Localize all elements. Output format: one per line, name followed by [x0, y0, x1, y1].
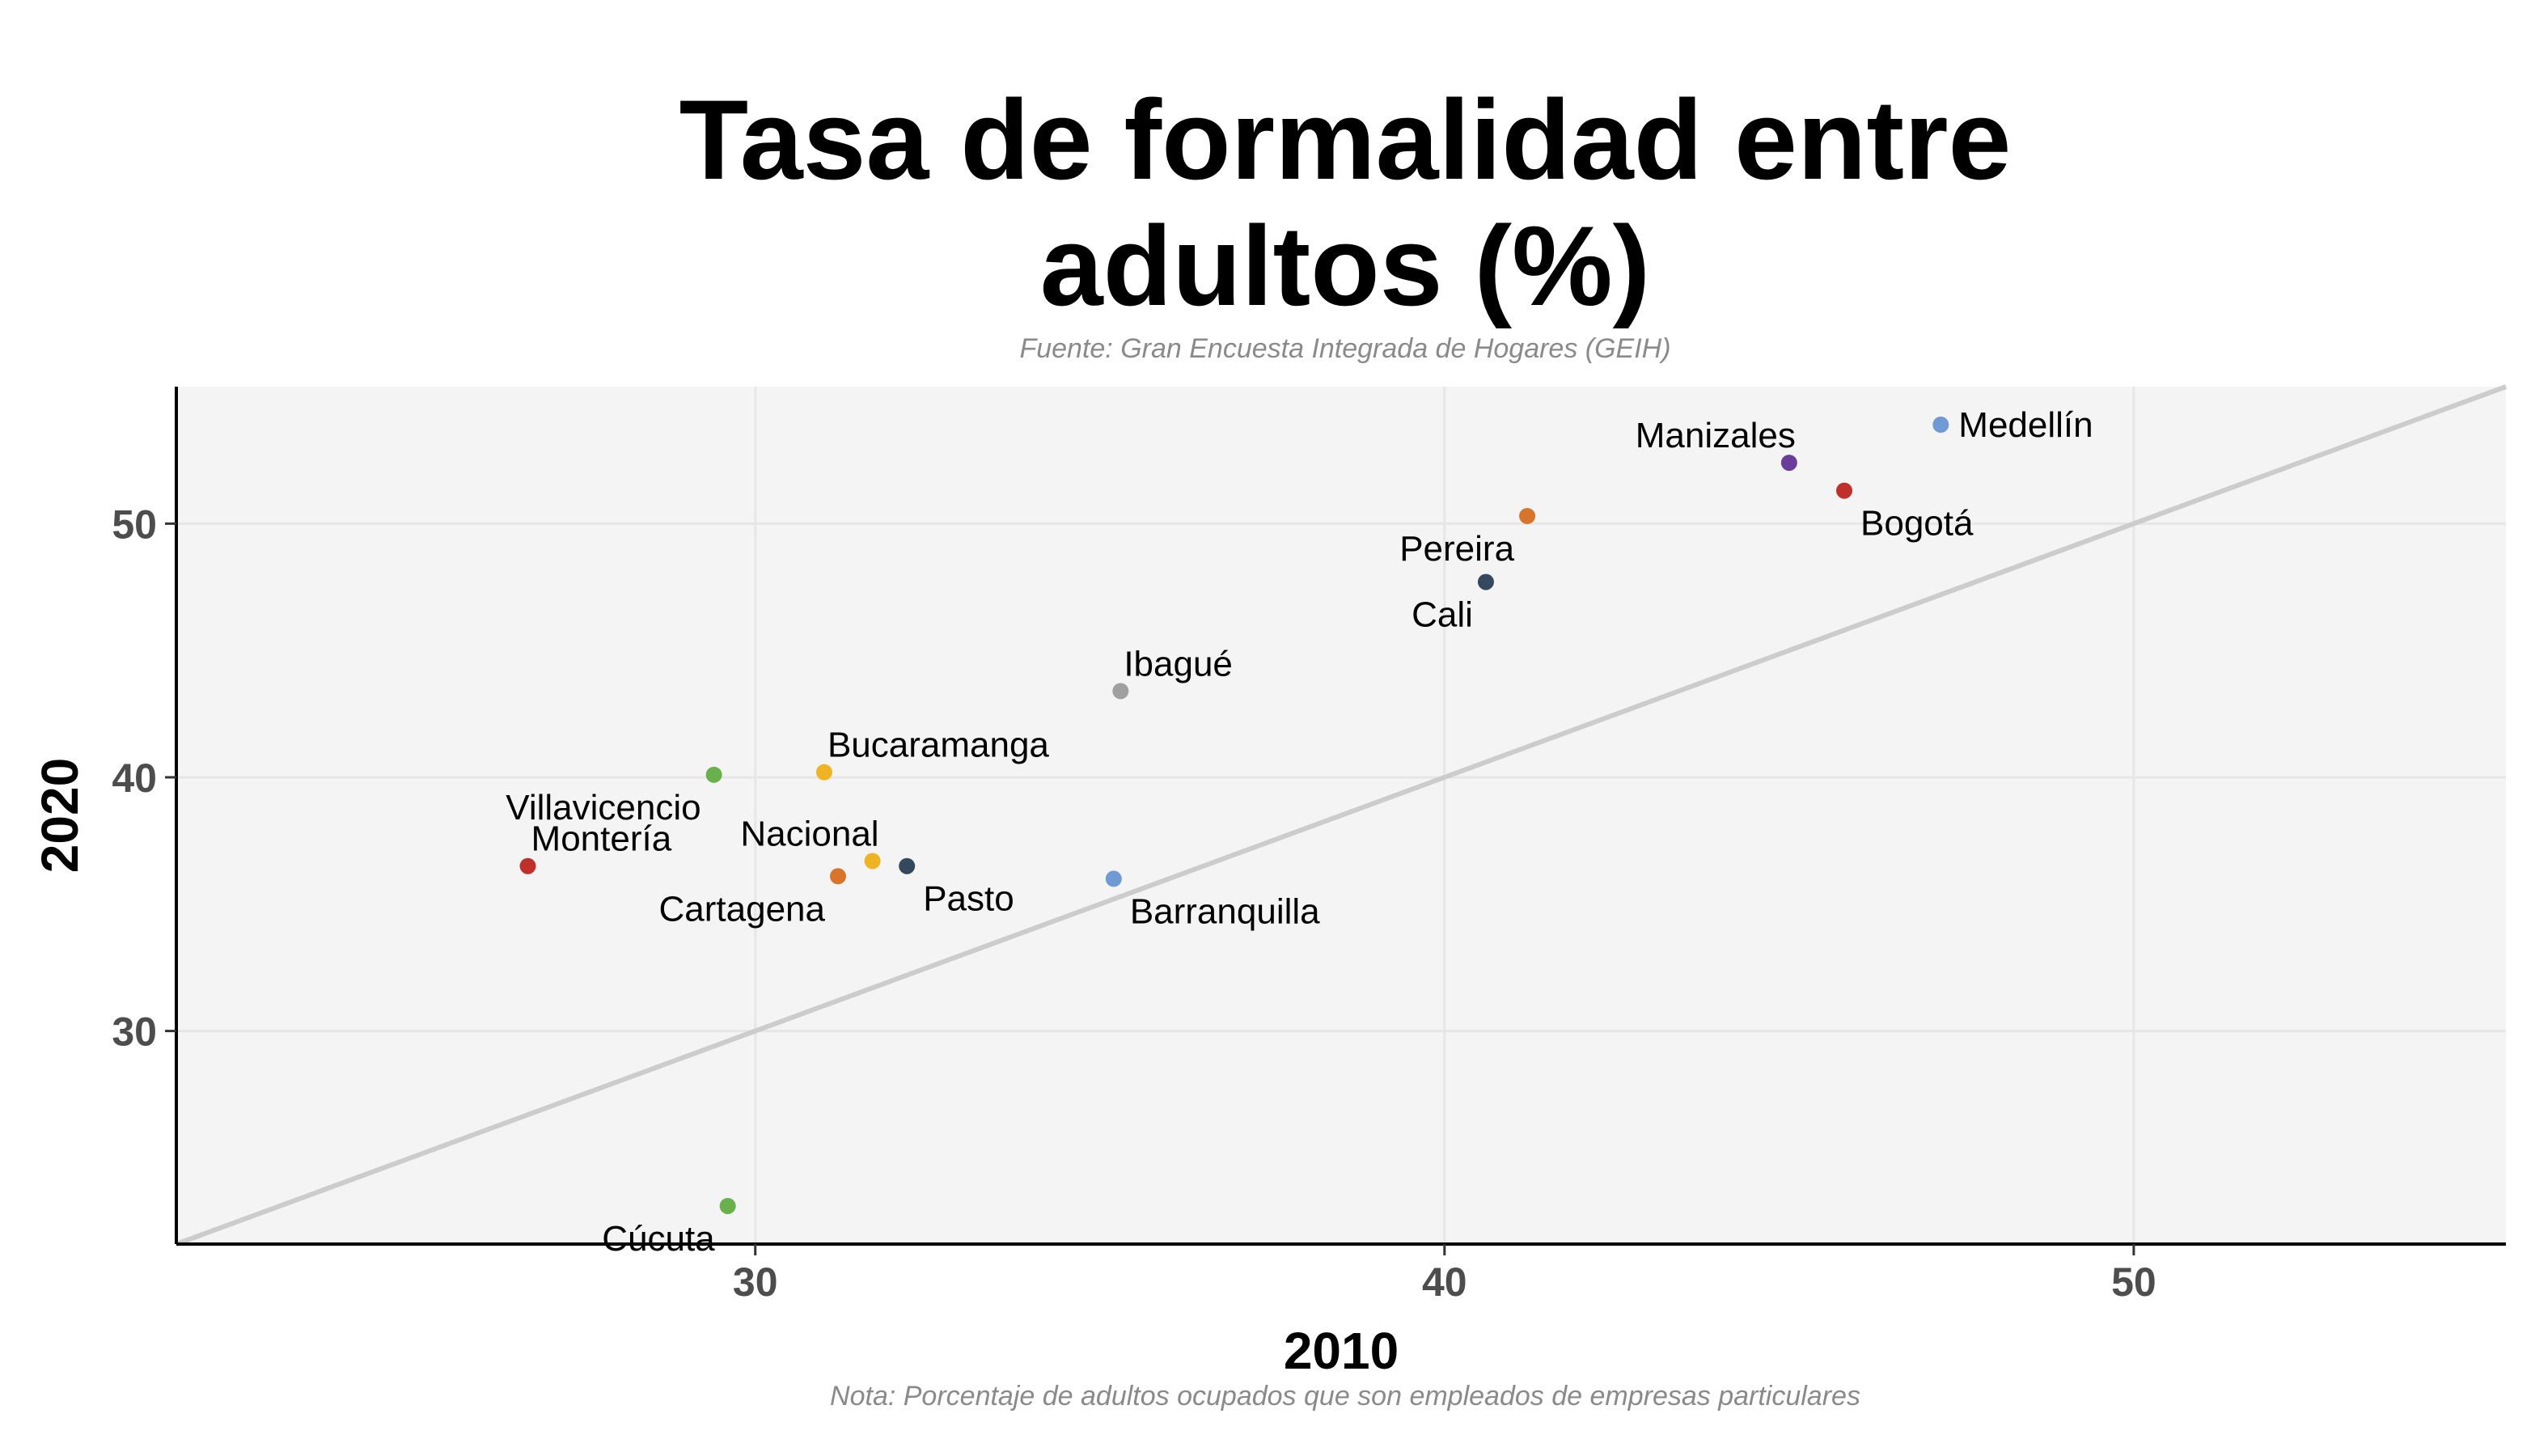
y-axis-label: 2020: [31, 758, 89, 873]
point-label-bogota: Bogotá: [1860, 504, 1974, 544]
point-cucuta: [719, 1197, 736, 1214]
point-cali: [1477, 574, 1494, 590]
x-tick-label: 50: [2111, 1259, 2156, 1305]
x-axis-label: 2010: [1284, 1322, 1399, 1380]
axis-ticks: 30 40 50 30 40 50: [112, 502, 2156, 1305]
x-tick-label: 30: [733, 1259, 778, 1305]
point-label-villavicencio: Villavicencio: [506, 788, 700, 827]
y-tick-label: 30: [112, 1009, 157, 1055]
point-manizales: [1780, 455, 1797, 472]
point-monteria: [519, 857, 536, 874]
point-bogota: [1836, 482, 1853, 499]
grid-lines: [176, 387, 2506, 1244]
point-label-manizales: Manizales: [1636, 416, 1796, 455]
chart-caption: Nota: Porcentaje de adultos ocupados que…: [830, 1381, 1860, 1412]
point-label-cucuta: Cúcuta: [602, 1219, 715, 1259]
point-label-bucaramanga: Bucaramanga: [827, 726, 1049, 765]
chart-subtitle: Fuente: Gran Encuesta Integrada de Hogar…: [1019, 333, 1671, 364]
point-label-cali: Cali: [1412, 595, 1473, 634]
point-cartagena: [829, 868, 846, 885]
x-tick-label: 40: [1422, 1259, 1467, 1305]
point-villavicencio: [705, 766, 722, 783]
point-label-monteria: Montería: [531, 819, 672, 859]
y-tick-label: 40: [112, 756, 157, 801]
reference-line-identity: [175, 384, 2508, 1246]
point-label-cartagena: Cartagena: [659, 889, 826, 929]
point-label-barranquilla: Barranquilla: [1130, 891, 1320, 931]
point-barranquilla: [1105, 870, 1122, 887]
point-nacional: [864, 853, 881, 870]
point-pasto: [899, 857, 916, 874]
point-bucaramanga: [815, 764, 832, 781]
point-label-nacional: Nacional: [740, 814, 878, 853]
point-labels: Medellín Manizales Bogotá Pereira Cali Ibagué…: [506, 405, 2093, 1259]
point-label-medellin: Medellín: [1958, 405, 2093, 445]
chart-title-line-2: adultos (%): [1039, 202, 1651, 329]
chart-title-line-1: Tasa de formalidad entre: [679, 76, 2012, 203]
point-label-pereira: Pereira: [1399, 529, 1514, 569]
y-tick-label: 50: [112, 502, 157, 547]
point-pereira: [1519, 507, 1536, 524]
point-ibague: [1112, 683, 1129, 700]
point-label-pasto: Pasto: [923, 879, 1014, 919]
point-label-ibague: Ibagué: [1124, 644, 1233, 684]
point-medellin: [1932, 417, 1949, 434]
data-points: [519, 417, 1949, 1214]
